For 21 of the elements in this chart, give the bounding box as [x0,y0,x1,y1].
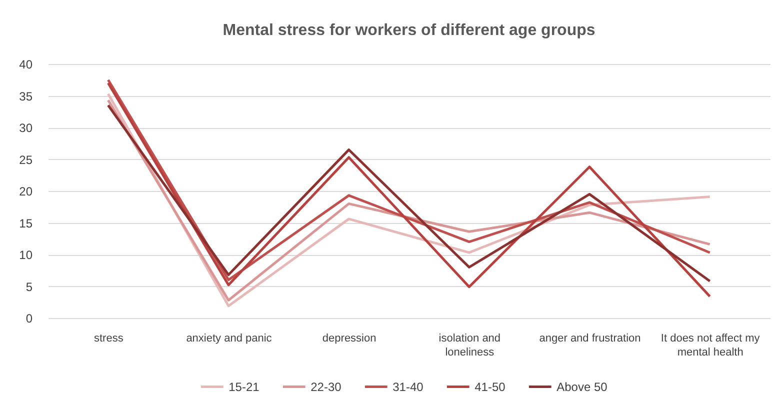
legend-label: 22-30 [310,380,342,394]
y-tick-label: 40 [19,58,33,72]
x-tick-label: isolation and loneliness [438,332,501,358]
x-tick-label: stress [94,332,124,344]
x-tick-label: anxiety and panic [186,332,272,344]
legend-label: 31-40 [392,380,424,394]
legend-label: 41-50 [474,380,506,394]
y-tick-label: 15 [19,216,33,230]
y-tick-label: 30 [19,121,33,135]
x-tick-label: It does not affect my mental health [660,332,760,358]
legend-label: Above 50 [556,380,608,394]
y-tick-label: 35 [19,89,33,104]
x-tick-label: depression [322,332,376,344]
legend-label: 15-21 [228,380,260,394]
y-tick-label: 25 [19,152,33,167]
y-tick-label: 10 [19,248,33,262]
y-tick-label: 0 [26,312,33,326]
x-tick-label: anger and frustration [539,332,641,344]
chart-title: Mental stress for workers of different age groups [222,22,596,39]
y-tick-label: 5 [26,280,33,294]
y-tick-label: 20 [19,184,33,198]
